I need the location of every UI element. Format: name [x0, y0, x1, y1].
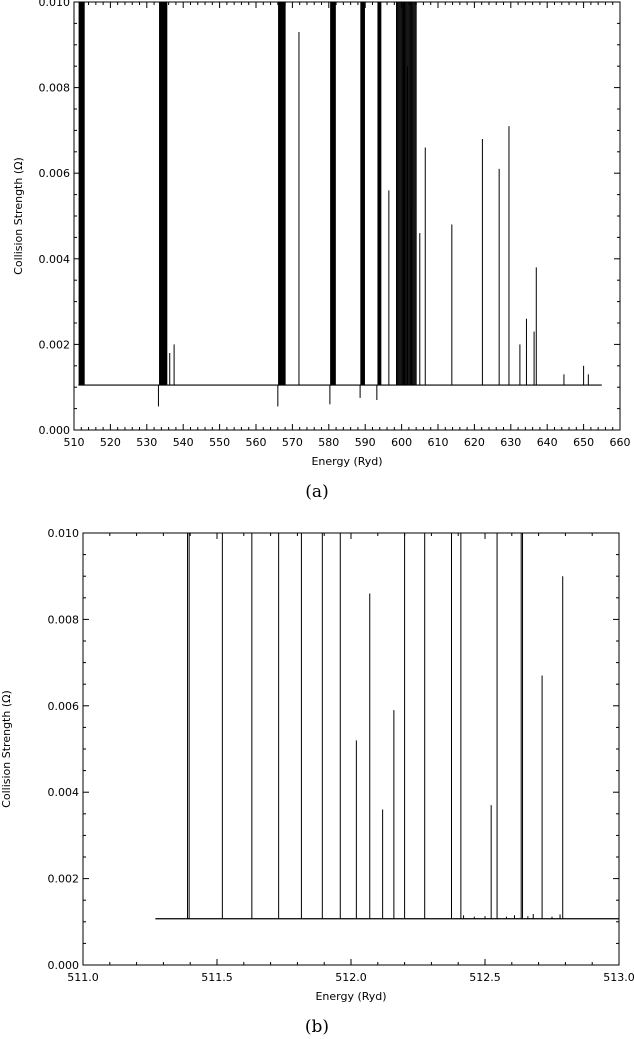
- x-tick-label-a: 600: [391, 436, 412, 449]
- x-tick-label-b: 512.0: [335, 971, 367, 984]
- x-axis-title-a: Energy (Ryd): [311, 455, 382, 468]
- y-tick-label-a: 0.000: [39, 424, 71, 437]
- data-line-group-a: [78, 2, 602, 407]
- y-tick-label-a: 0.004: [39, 253, 71, 266]
- plot-frame-b: [82, 532, 620, 966]
- y-tick-label-b: 0.004: [48, 786, 80, 799]
- x-tick-label-b: 512.5: [469, 971, 501, 984]
- y-tick-label-a: 0.008: [39, 82, 71, 95]
- x-tick-label-a: 650: [573, 436, 594, 449]
- x-tick-label-a: 630: [500, 436, 521, 449]
- y-tick-label-b: 0.000: [48, 959, 80, 972]
- x-tick-label-a: 570: [282, 436, 303, 449]
- data-series-b: [155, 533, 619, 920]
- x-tick-label-a: 530: [136, 436, 157, 449]
- y-tick-label-b: 0.008: [48, 613, 80, 626]
- x-tick-label-a: 510: [64, 436, 85, 449]
- x-axis-title-b: Energy (Ryd): [315, 990, 386, 1003]
- y-axis-title-b: Collision Strength (Ω): [0, 690, 13, 808]
- data-series-a: [78, 2, 602, 407]
- x-tick-label-a: 620: [464, 436, 485, 449]
- x-tick-label-a: 590: [355, 436, 376, 449]
- y-axis-title-a: Collision Strength (Ω): [12, 157, 25, 275]
- y-axis-ticks-b: 0.000 0.002 0.004 0.006 0.008 0.010: [48, 527, 619, 972]
- x-axis-ticks-b: 511.0 511.5 512.0 512.5 513.0: [67, 533, 634, 984]
- plot-frame-a: [73, 1, 621, 431]
- x-tick-label-a: 520: [100, 436, 121, 449]
- y-tick-label-b: 0.006: [48, 700, 80, 713]
- caption-a: (a): [305, 482, 328, 502]
- chart-panel-b: 511.0 511.5 512.0 512.5 513.0 0.0000.0020.00…: [0, 527, 634, 1037]
- x-tick-label-a: 610: [428, 436, 449, 449]
- x-tick-label-a: 660: [610, 436, 631, 449]
- x-tick-label-a: 580: [318, 436, 339, 449]
- x-tick-label-a: 560: [246, 436, 267, 449]
- x-tick-label-b: 511.5: [201, 971, 233, 984]
- chart-panel-a: 510 520 530 540 550 560 570 580 590 600 610 620 630 6…: [12, 0, 631, 502]
- y-tick-label-b: 0.002: [48, 873, 80, 886]
- x-tick-label-b: 511.0: [67, 971, 99, 984]
- x-tick-label-b: 513.0: [603, 971, 634, 984]
- y-axis-ticks-a: 0.000 0.002 0.004 0.006 0.008 0.010: [39, 0, 620, 437]
- x-tick-label-a: 540: [173, 436, 194, 449]
- y-tick-label-b: 0.010: [48, 527, 80, 540]
- y-tick-label-a: 0.006: [39, 167, 71, 180]
- data-line-group-b: [155, 533, 619, 920]
- x-tick-label-a: 550: [209, 436, 230, 449]
- caption-b: (b): [305, 1017, 329, 1037]
- x-axis-ticks-a: 510 520 530 540 550 560 570 580 590 600 610 620 630 6…: [64, 2, 631, 449]
- y-tick-label-a: 0.010: [39, 0, 71, 9]
- x-tick-label-a: 640: [537, 436, 558, 449]
- y-tick-label-a: 0.002: [39, 338, 71, 351]
